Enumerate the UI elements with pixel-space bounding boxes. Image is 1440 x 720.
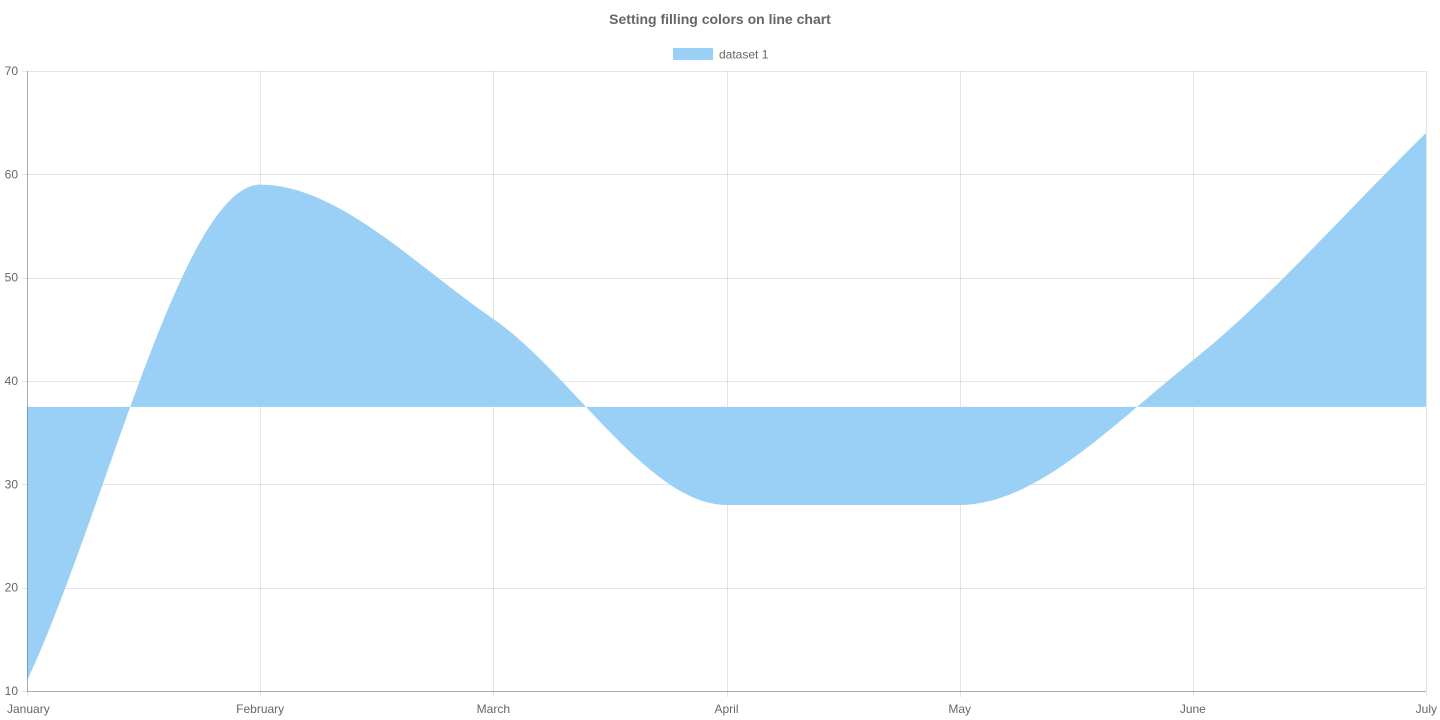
y-tick-label: 40 (5, 374, 19, 388)
x-tick-label: March (477, 702, 510, 716)
y-axis-ticks: 10 20 30 40 50 60 70 (5, 64, 19, 698)
data-point[interactable] (490, 316, 496, 322)
legend-swatch-dataset-1[interactable] (673, 48, 713, 60)
x-tick-label: February (236, 702, 284, 716)
data-point[interactable] (957, 502, 963, 508)
y-tick-label: 20 (5, 581, 19, 595)
x-tick-label: April (714, 702, 738, 716)
data-point[interactable] (1190, 357, 1196, 363)
y-tick-label: 60 (5, 167, 19, 181)
data-point[interactable] (724, 502, 730, 508)
series-area-dataset-1 (27, 133, 1426, 681)
y-tick-label: 10 (5, 684, 19, 698)
x-axis-ticks: January February March April May June July (7, 702, 1437, 716)
plot-area (27, 130, 1429, 681)
x-tick-label: June (1180, 702, 1206, 716)
data-point[interactable] (257, 182, 263, 188)
y-tick-label: 30 (5, 477, 19, 491)
x-tick-label: January (7, 702, 50, 716)
x-tick-label: May (948, 702, 971, 716)
y-tick-label: 50 (5, 271, 19, 285)
chart-title: Setting filling colors on line chart (609, 11, 831, 27)
axes (27, 71, 1426, 692)
x-tick-label: July (1416, 702, 1437, 716)
y-tick-label: 70 (5, 64, 19, 78)
data-point[interactable] (1423, 130, 1429, 136)
legend-label-dataset-1[interactable]: dataset 1 (719, 48, 769, 62)
legend[interactable]: dataset 1 (673, 48, 769, 62)
